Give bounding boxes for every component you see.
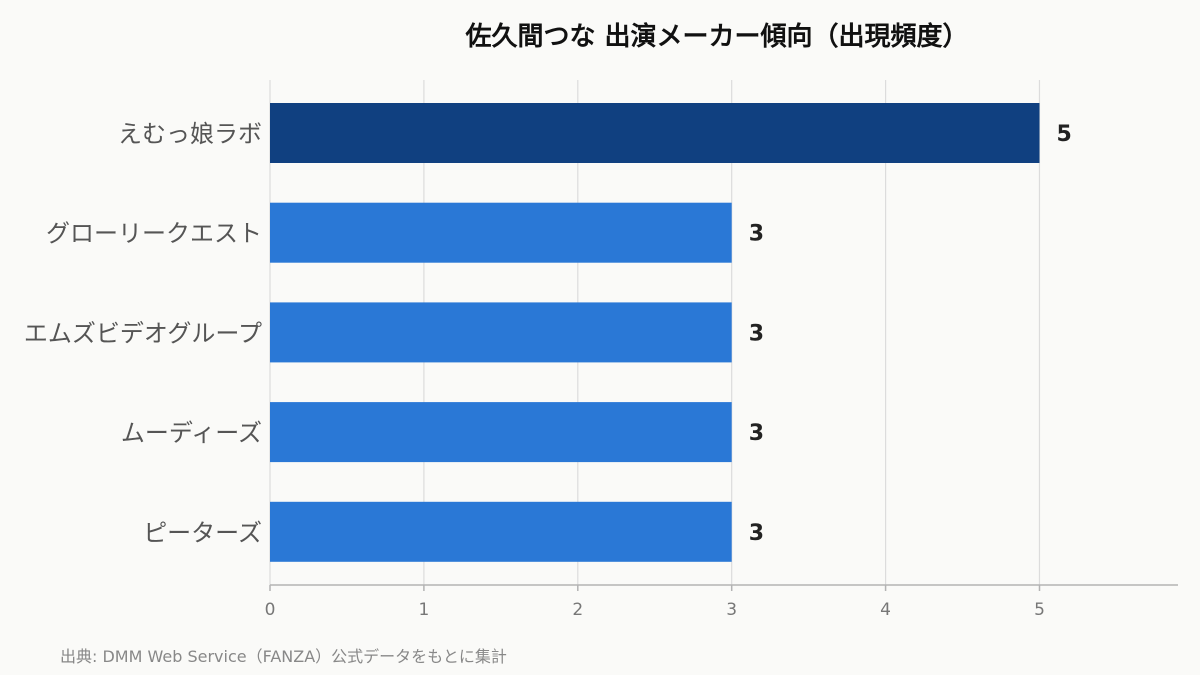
value-label-1: 3: [749, 222, 764, 247]
value-label-4: 3: [749, 521, 764, 546]
x-tick-label-2: 2: [572, 600, 583, 620]
x-tick-label-1: 1: [418, 600, 429, 620]
category-label-1: グローリークエスト: [46, 220, 262, 248]
bar-4: [270, 501, 732, 562]
category-label-2: エムズビデオグループ: [24, 319, 262, 347]
x-axis: 0 1 2 3 4 5: [265, 584, 1178, 620]
source-note: 出典: DMM Web Service（FANZA）公式データをもとに集計: [60, 647, 507, 666]
category-label-4: ピーターズ: [143, 519, 262, 547]
x-tick-label-4: 4: [880, 600, 891, 620]
bars: [270, 103, 1040, 562]
category-label-0: えむっ娘ラボ: [118, 120, 262, 148]
value-label-3: 3: [749, 421, 764, 446]
value-label-0: 5: [1056, 122, 1071, 147]
category-label-3: ムーディーズ: [121, 419, 262, 447]
x-tick-label-5: 5: [1034, 600, 1045, 620]
value-label-2: 3: [749, 321, 764, 346]
bar-0: [270, 103, 1040, 163]
data-labels: 5 3 3 3 3: [749, 122, 1072, 546]
chart-title: 佐久間つな 出演メーカー傾向（出現頻度）: [464, 21, 968, 52]
bar-2: [270, 302, 732, 363]
x-tick-label-0: 0: [265, 600, 276, 620]
bar-1: [270, 202, 732, 263]
x-tick-label-3: 3: [726, 600, 737, 620]
bar-3: [270, 402, 732, 463]
